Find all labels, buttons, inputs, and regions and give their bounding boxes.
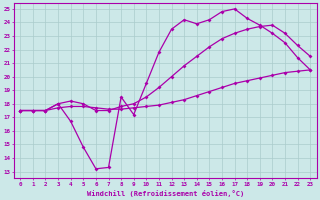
X-axis label: Windchill (Refroidissement éolien,°C): Windchill (Refroidissement éolien,°C) — [87, 190, 244, 197]
